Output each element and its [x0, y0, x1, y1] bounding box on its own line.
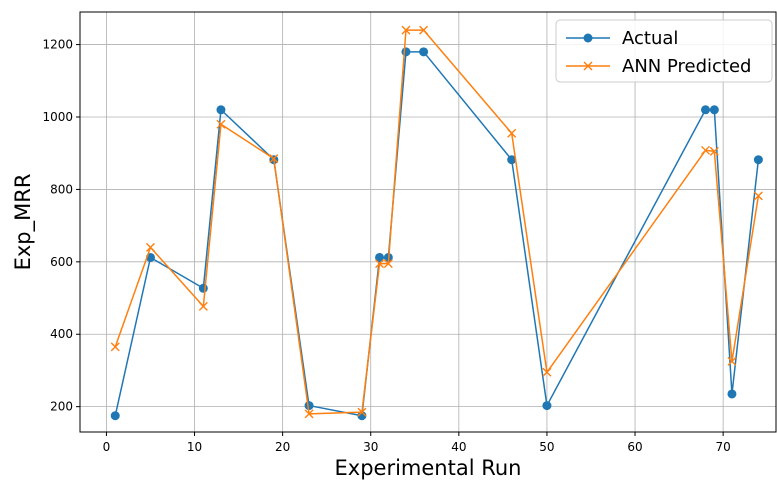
x-tick-label: 70 — [715, 440, 730, 454]
plot-area-frame — [79, 11, 777, 433]
x-axis-label: Experimental Run — [335, 456, 522, 480]
y-tick-label: 400 — [50, 327, 73, 341]
y-tick-label: 1000 — [42, 110, 73, 124]
data-point-actual — [216, 105, 226, 115]
data-point-ann-predicted — [216, 119, 226, 129]
x-tick-label: 20 — [275, 440, 290, 454]
y-tick-label: 200 — [50, 400, 73, 414]
data-point-actual — [110, 411, 120, 421]
data-point-ann-predicted — [419, 25, 429, 35]
y-axis-label: Exp_MRR — [11, 174, 36, 271]
y-tick-label: 1200 — [42, 38, 73, 52]
data-point-actual — [701, 105, 711, 115]
data-point-ann-predicted — [753, 191, 763, 201]
data-point-ann-predicted — [304, 409, 314, 419]
x-tick-label: 30 — [363, 440, 378, 454]
data-point-ann-predicted — [269, 154, 279, 164]
y-tick-label: 800 — [50, 182, 73, 196]
data-point-ann-predicted — [727, 356, 737, 366]
legend-marker-ann-predicted — [583, 61, 593, 71]
data-point-ann-predicted — [701, 145, 711, 155]
x-tick-label: 60 — [627, 440, 642, 454]
series-ann-predicted — [110, 25, 763, 419]
data-point-ann-predicted — [145, 242, 155, 252]
data-point-actual — [375, 252, 385, 262]
data-point-actual — [709, 105, 719, 115]
legend-label-actual: Actual — [622, 28, 678, 49]
legend-x-marker — [583, 61, 593, 71]
x-tick-label: 0 — [103, 440, 111, 454]
data-point-actual — [198, 283, 208, 293]
series-line-ann-predicted — [114, 29, 760, 415]
data-point-ann-predicted — [507, 128, 517, 138]
data-point-actual — [401, 47, 411, 57]
data-point-ann-predicted — [375, 259, 385, 269]
series-actual — [110, 47, 763, 421]
x-tick-label: 10 — [187, 440, 202, 454]
data-point-actual — [507, 155, 517, 165]
x-tick-label: 40 — [451, 440, 466, 454]
data-point-ann-predicted — [542, 367, 552, 377]
legend-marker-actual — [583, 33, 593, 43]
data-point-ann-predicted — [357, 407, 367, 417]
data-point-actual — [304, 401, 314, 411]
data-point-ann-predicted — [401, 25, 411, 35]
y-tick-label: 600 — [50, 255, 73, 269]
axis-ticks: 0 10 20 30 40 50 60 70 200 400 600 800 1000 1200 — [42, 38, 730, 454]
data-point-ann-predicted — [709, 146, 719, 156]
series-line-actual — [114, 51, 760, 417]
data-point-actual — [542, 401, 552, 411]
data-point-actual — [727, 389, 737, 399]
data-point-actual — [753, 155, 763, 165]
data-point-ann-predicted — [198, 301, 208, 311]
data-series — [110, 25, 763, 421]
data-point-ann-predicted — [110, 342, 120, 352]
x-tick-label: 50 — [539, 440, 554, 454]
legend-label-ann-predicted: ANN Predicted — [622, 56, 751, 77]
data-point-actual — [419, 47, 429, 57]
data-point-ann-predicted — [383, 259, 393, 269]
chart-legend: Actual ANN Predicted — [555, 19, 773, 83]
